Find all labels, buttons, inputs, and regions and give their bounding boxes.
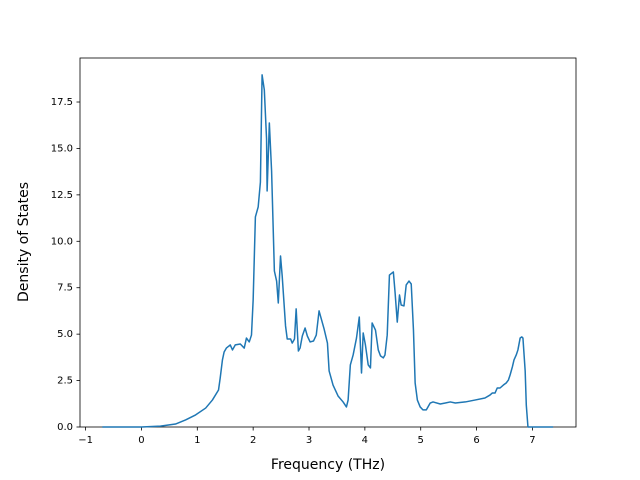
- x-tick-label: 1: [194, 435, 200, 446]
- y-tick-label: 2.5: [57, 376, 73, 387]
- y-tick-label: 12.5: [51, 190, 73, 201]
- x-tick-label: 6: [473, 435, 479, 446]
- y-tick-label: 7.5: [57, 283, 73, 294]
- x-tick-label: 7: [529, 435, 535, 446]
- data-line: [102, 74, 554, 428]
- y-tick-label: 15.0: [51, 143, 73, 154]
- x-tick-label: −1: [78, 435, 93, 446]
- x-axis-label: Frequency (THz): [271, 457, 385, 473]
- y-tick-label: 0.0: [57, 422, 73, 433]
- axes-frame: [79, 57, 577, 428]
- x-tick-label: 4: [362, 435, 368, 446]
- y-tick-label: 5.0: [57, 329, 73, 340]
- x-tick-label: 2: [250, 435, 256, 446]
- x-tick-label: 3: [306, 435, 312, 446]
- x-tick-label: 5: [418, 435, 424, 446]
- y-axis-label: Density of States: [16, 182, 32, 302]
- y-tick-label: 10.0: [51, 236, 73, 247]
- x-tick-label: 0: [138, 435, 144, 446]
- y-tick-label: 17.5: [51, 97, 73, 108]
